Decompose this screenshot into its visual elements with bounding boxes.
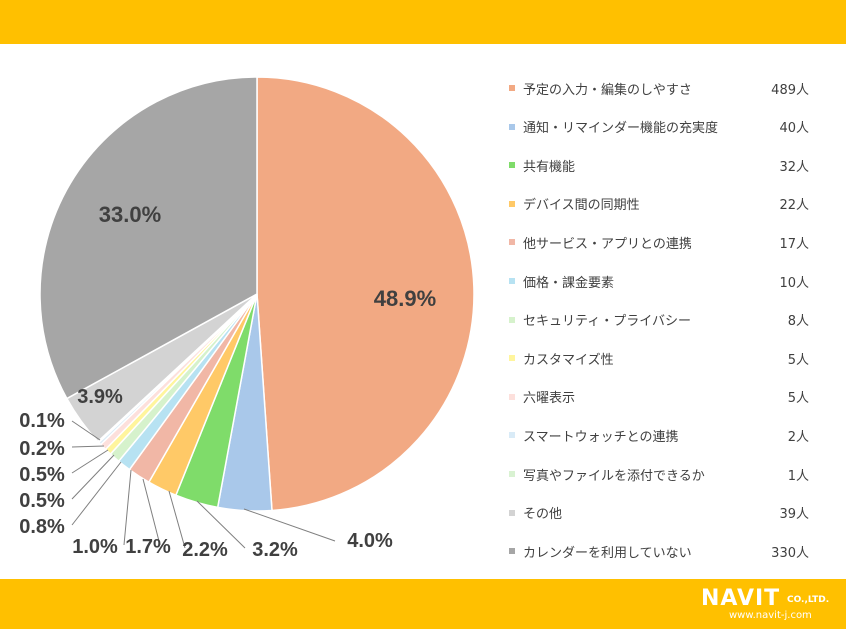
legend-label: 他サービス・アプリとの連携 xyxy=(523,236,692,252)
legend-item: 写真やファイルを添付できるか 1人 xyxy=(509,464,809,484)
legend-count: 5人 xyxy=(787,352,809,368)
logo-url-text: www.navit-j.com xyxy=(729,610,812,621)
leader-line xyxy=(71,445,105,448)
legend-swatch xyxy=(509,85,515,91)
legend-label: その他 xyxy=(523,507,563,523)
legend-label: 予定の入力・編集のしやすさ xyxy=(523,82,692,98)
leader-line xyxy=(71,420,101,441)
legend-swatch xyxy=(509,123,515,130)
leader-line xyxy=(168,490,186,549)
legend-count: 5人 xyxy=(787,391,809,407)
legend-label: セキュリティ・プライバシー xyxy=(523,314,691,330)
legend-item: その他 39人 xyxy=(509,503,809,523)
legend-label: 通知・リマインダー機能の充実度 xyxy=(523,121,719,137)
slice-percent-label: 48.9% xyxy=(374,286,436,311)
legend-swatch xyxy=(509,432,515,439)
pie-chart: 48.9% 4.0% 3.2% 2.2% 1.7% 1.0% 0.8% 0.5% 0.5% 0.2… xyxy=(19,76,475,561)
legend-count: 1人 xyxy=(787,468,809,484)
slice-percent-label: 4.0% xyxy=(347,530,393,552)
leader-line xyxy=(196,500,246,549)
legend-swatch xyxy=(509,393,515,400)
legend-count: 10人 xyxy=(779,275,809,291)
legend-swatch xyxy=(509,471,515,477)
legend-count: 489人 xyxy=(771,82,809,98)
legend-count: 39人 xyxy=(779,507,809,523)
leader-line xyxy=(243,508,336,542)
legend-swatch xyxy=(509,200,515,207)
top-banner xyxy=(0,0,846,44)
legend-label: 共有機能 xyxy=(523,159,576,175)
bottom-banner xyxy=(0,579,846,629)
slice-percent-label: 0.5% xyxy=(19,490,65,512)
pie-slice xyxy=(39,76,258,400)
legend-label: 六曜表示 xyxy=(523,391,576,407)
legend-swatch xyxy=(509,239,515,246)
legend-label: カスタマイズ性 xyxy=(523,352,614,368)
slice-percent-label: 0.1% xyxy=(19,410,65,432)
leader-line xyxy=(123,469,132,546)
legend-item: デバイス間の同期性 22人 xyxy=(509,194,809,214)
leader-line xyxy=(71,461,122,526)
navit-logo: NAVIT CO.,LTD. www.navit-j.com xyxy=(701,586,841,626)
legend-item: スマートウォッチとの連携 2人 xyxy=(509,425,809,445)
legend-label: 価格・課金要素 xyxy=(523,275,615,291)
slice-percent-label: 3.9% xyxy=(77,386,123,408)
slice-percent-label: 0.2% xyxy=(19,438,65,460)
legend-label: デバイス間の同期性 xyxy=(523,198,640,214)
legend-item: 共有機能 32人 xyxy=(509,155,809,175)
legend-item: 六曜表示 5人 xyxy=(509,387,809,407)
legend-swatch xyxy=(509,509,515,516)
slice-percent-label: 1.7% xyxy=(125,536,171,558)
legend-swatch xyxy=(509,162,515,169)
legend-item: 価格・課金要素 10人 xyxy=(509,271,809,291)
legend-count: 2人 xyxy=(787,429,809,445)
legend-count: 17人 xyxy=(779,236,809,252)
legend-swatch xyxy=(509,355,515,362)
legend-count: 8人 xyxy=(787,314,809,330)
pie-slice xyxy=(256,76,475,512)
slice-percent-label: 0.8% xyxy=(19,516,65,538)
logo-main-text: NAVIT xyxy=(701,586,781,611)
legend-item: カスタマイズ性 5人 xyxy=(509,348,809,368)
legend-count: 22人 xyxy=(779,198,809,214)
slice-percent-label: 3.2% xyxy=(252,539,298,561)
legend-swatch xyxy=(509,278,515,284)
legend-count: 330人 xyxy=(771,545,809,561)
legend-item: セキュリティ・プライバシー 8人 xyxy=(509,310,809,330)
slice-percent-label: 2.2% xyxy=(182,539,228,561)
leader-line xyxy=(71,449,109,474)
legend-label: スマートウォッチとの連携 xyxy=(523,429,679,445)
legend-item: 予定の入力・編集のしやすさ 489人 xyxy=(509,78,809,98)
leader-line xyxy=(142,478,161,546)
slice-percent-label: 33.0% xyxy=(99,202,161,227)
legend-item: カレンダーを利用していない 330人 xyxy=(509,541,809,561)
legend-count: 40人 xyxy=(779,121,809,137)
legend-count: 32人 xyxy=(779,159,809,175)
slice-percent-label: 1.0% xyxy=(72,536,118,558)
legend-label: 写真やファイルを添付できるか xyxy=(523,468,705,484)
legend-item: 他サービス・アプリとの連携 17人 xyxy=(509,232,809,252)
logo-suffix-text: CO.,LTD. xyxy=(787,595,830,605)
legend-swatch xyxy=(509,316,515,323)
legend-swatch xyxy=(509,548,515,555)
legend-item: 通知・リマインダー機能の充実度 40人 xyxy=(509,117,809,137)
leader-line xyxy=(71,454,115,500)
legend-label: カレンダーを利用していない xyxy=(523,545,692,561)
slice-percent-label: 0.5% xyxy=(19,464,65,486)
